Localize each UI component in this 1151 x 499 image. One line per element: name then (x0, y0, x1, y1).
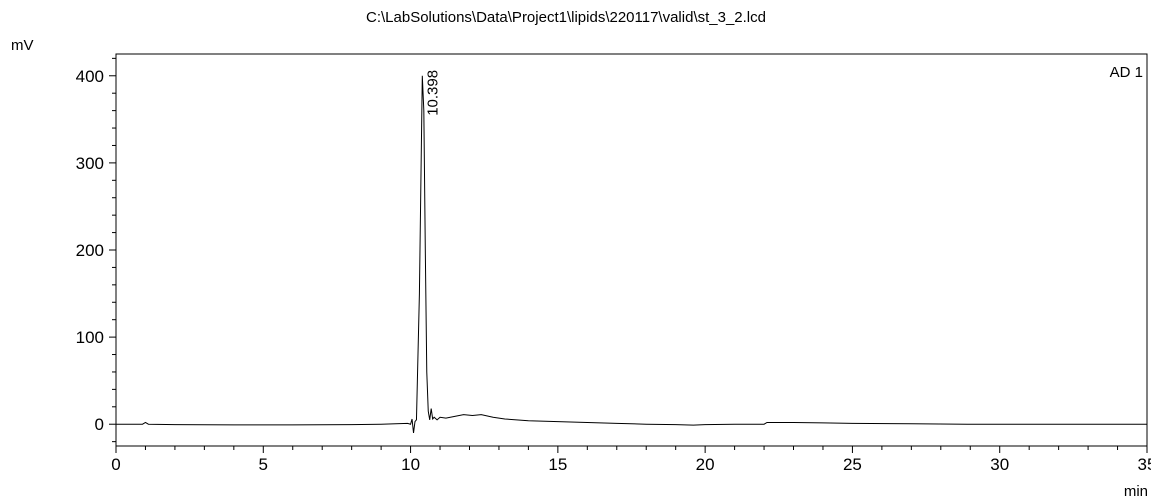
x-tick-label: 25 (843, 455, 862, 474)
x-tick-label: 10 (401, 455, 420, 474)
x-tick-label: 5 (259, 455, 268, 474)
peak-label: 10.398 (424, 70, 441, 116)
y-tick-label: 200 (76, 241, 104, 260)
plot-area-frame (115, 53, 1148, 447)
x-tick-label: 35 (1138, 455, 1151, 474)
y-axis-label: mV (11, 37, 34, 54)
x-tick-label: 0 (111, 455, 120, 474)
x-tick-label: 20 (696, 455, 715, 474)
x-tick-label: 30 (990, 455, 1009, 474)
series-line-ad1 (116, 75, 1147, 433)
chart-title: C:\LabSolutions\Data\Project1\lipids\220… (366, 9, 766, 26)
legend-series-name: AD 1 (1110, 64, 1143, 81)
y-tick-label: 400 (76, 67, 104, 86)
y-tick-label: 0 (95, 415, 104, 434)
x-axis-label: min (1124, 483, 1148, 499)
x-tick-label: 15 (548, 455, 567, 474)
y-tick-label: 100 (76, 328, 104, 347)
y-tick-label: 300 (76, 154, 104, 173)
